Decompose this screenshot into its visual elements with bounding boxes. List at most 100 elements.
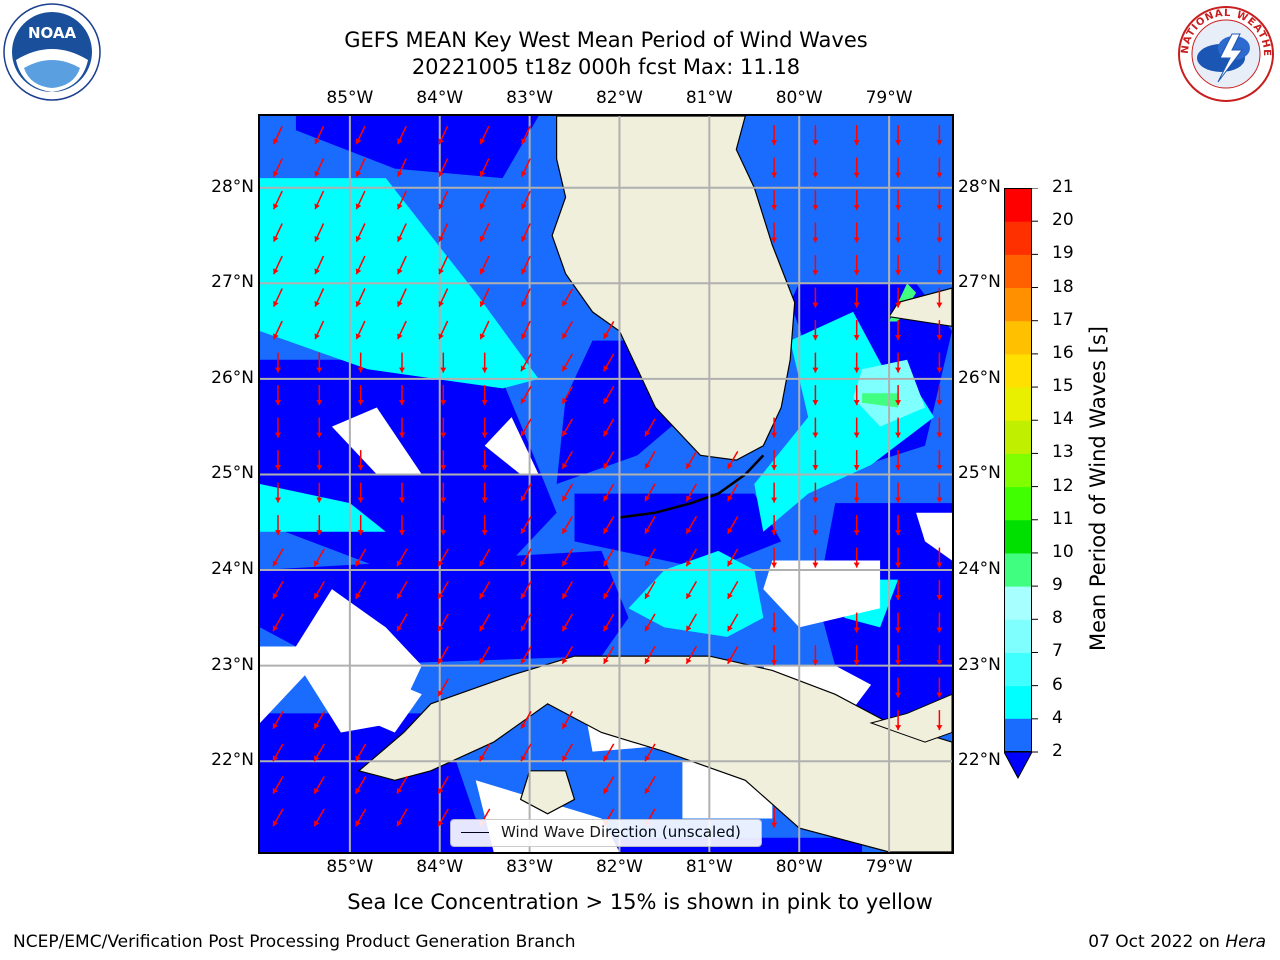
wave-arrow-head [895, 367, 902, 373]
wave-arrow-head [355, 300, 362, 307]
lat-label-left: 27°N [211, 272, 254, 293]
wave-arrow-head [521, 203, 527, 210]
wave-arrow-head [355, 268, 362, 275]
colorbar-tick-label: 17 [1052, 309, 1074, 330]
wave-arrow-head [562, 462, 568, 469]
wave-arrow-head [853, 400, 860, 406]
lat-label-right: 26°N [958, 367, 1001, 388]
masked-region [763, 560, 881, 628]
wave-arrow-head [399, 530, 405, 536]
wave-arrow-head [812, 302, 819, 308]
wave-arrow-head [479, 625, 485, 632]
wave-arrow-head [479, 268, 486, 275]
wave-arrow-head [771, 465, 778, 471]
wave-arrow-head [936, 465, 943, 471]
masked-region [349, 675, 422, 733]
wave-arrow-head [396, 625, 403, 632]
wave-arrow-head [895, 302, 902, 308]
wave-arrow-head [812, 367, 819, 373]
noaa-logo: NOAA [3, 3, 101, 101]
lon-label-bottom: 82°W [595, 857, 643, 877]
colorbar-band [1004, 254, 1032, 289]
lat-label-left: 26°N [211, 367, 254, 388]
wave-arrow-head [603, 625, 609, 632]
wave-arrow-head [727, 625, 733, 632]
wave-arrow-head [771, 497, 778, 503]
lat-label-right: 23°N [958, 654, 1001, 675]
wave-arrow-head [273, 170, 279, 177]
isla-juventud-land [519, 770, 576, 815]
wave-arrow-head [603, 462, 609, 469]
wave-arrow-head [853, 465, 860, 471]
wave-arrow-head [853, 530, 860, 536]
sea-ice-note: Sea Ice Concentration > 15% is shown in … [347, 890, 933, 914]
lon-label-bottom: 84°W [416, 857, 464, 877]
wave-arrow-head [355, 787, 361, 794]
wave-arrow-head [644, 527, 651, 534]
wave-arrow-head [562, 300, 568, 307]
wave-arrow-head [895, 140, 902, 146]
colorbar-band [1004, 287, 1032, 322]
colorbar-tick-label: 9 [1052, 575, 1063, 596]
wave-arrow-head [314, 787, 320, 794]
wave-arrow-head [603, 495, 609, 502]
chart-subtitle: 20221005 t18z 000h fcst Max: 11.18 [411, 55, 801, 79]
wave-arrow-head [355, 560, 361, 567]
colorbar-tick-label: 13 [1052, 442, 1074, 463]
wave-arrow-head [936, 140, 943, 146]
legend-label: Wind Wave Direction (unscaled) [501, 823, 741, 841]
wave-arrow-head [521, 235, 527, 242]
wave-arrow-head [438, 235, 444, 242]
wave-arrow-head [562, 592, 568, 599]
wave-arrow-head [895, 237, 902, 243]
wave-arrow-head [355, 333, 362, 340]
bahamas-south-land [869, 693, 952, 743]
wave-arrow-head [314, 268, 320, 275]
wave-arrow-head [562, 430, 568, 437]
colorbar-tick-label: 16 [1052, 342, 1074, 363]
wave-arrow-head [399, 497, 405, 503]
lat-label-right: 22°N [958, 750, 1001, 771]
wave-arrow-head [936, 400, 943, 406]
wave-arrow-head [644, 755, 651, 762]
wave-arrow-head [520, 430, 527, 437]
wave-arrow-head [686, 495, 692, 502]
wave-arrow-head [936, 595, 943, 601]
wave-arrow-head [275, 400, 281, 406]
wave-arrow-head [355, 203, 362, 210]
wave-arrow-head [481, 465, 488, 471]
wave-arrow-head [479, 203, 486, 210]
wave-arrow-head [727, 462, 733, 469]
noaa-logo-text: NOAA [28, 24, 77, 42]
wave-arrow-head [440, 367, 447, 373]
wave-arrow-head [895, 465, 902, 471]
footer-host: Hera [1225, 932, 1266, 952]
wave-arrow-head [644, 430, 651, 437]
wave-arrow-head [853, 497, 860, 503]
wave-arrow-head [272, 625, 279, 632]
wave-arrow-head [438, 170, 444, 177]
legend-line-swatch [461, 832, 489, 833]
lon-label-bottom: 80°W [775, 857, 823, 877]
lon-label-top: 79°W [865, 88, 913, 108]
wave-arrow-head [686, 527, 692, 534]
wave-arrow-head [521, 138, 527, 145]
wave-arrow-head [812, 400, 819, 406]
colorbar-band [1004, 188, 1032, 222]
wave-arrow-head [936, 237, 943, 243]
wave-arrow-head [481, 497, 488, 503]
wave-arrow-head [895, 595, 902, 601]
masked-region [916, 512, 952, 561]
wave-arrow-head [895, 660, 902, 666]
wave-arrow-head [603, 787, 609, 794]
wave-arrow-head [603, 365, 609, 372]
wave-arrow-head [520, 495, 527, 502]
colorbar-tick-label: 10 [1052, 541, 1074, 562]
colorbar-tick-label: 18 [1052, 276, 1074, 297]
wave-arrow-head [314, 722, 320, 729]
wave-arrow-head [771, 205, 778, 211]
colorbar-band [1004, 685, 1032, 720]
wave-arrow-head [895, 270, 902, 276]
wave-arrow-head [272, 592, 279, 599]
chart-title: GEFS MEAN Key West Mean Period of Wind W… [344, 28, 868, 52]
